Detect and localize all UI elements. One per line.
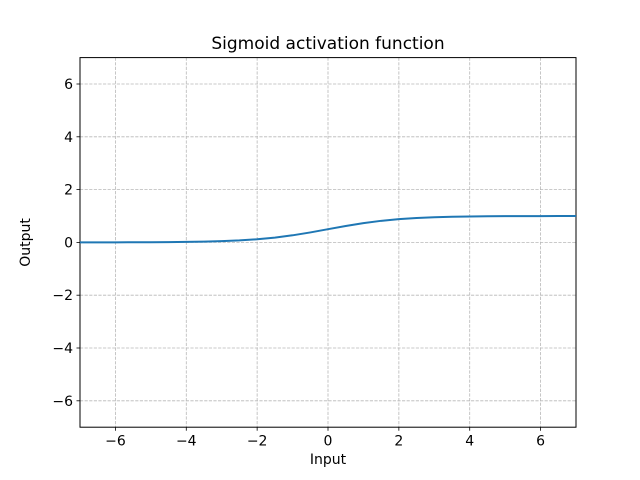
y-tick-label: −4 <box>52 341 73 357</box>
x-tick-label: 0 <box>324 434 333 450</box>
x-tick-label: −4 <box>176 434 197 450</box>
chart-title: Sigmoid activation function <box>211 34 444 54</box>
y-tick-label: 4 <box>64 130 73 146</box>
plot-border <box>79 57 577 428</box>
x-tick-label: −6 <box>105 434 126 450</box>
y-tick-label: 0 <box>64 235 73 251</box>
x-tick-label: 4 <box>465 434 474 450</box>
x-axis-label: Input <box>310 452 347 468</box>
sigmoid-curve <box>79 215 577 244</box>
y-tick-label: 6 <box>64 77 73 93</box>
y-axis-label: Output <box>18 218 34 267</box>
y-tick-label: −2 <box>52 288 73 304</box>
y-tick-label: −6 <box>52 394 73 410</box>
axis-ticks <box>76 83 541 431</box>
y-tick-label: 2 <box>64 183 73 199</box>
x-tick-label: 6 <box>536 434 545 450</box>
tick-labels: −6 −4 −2 0 2 4 6 −6 −4 −2 0 2 4 6 <box>52 77 545 450</box>
x-tick-label: 2 <box>394 434 403 450</box>
x-tick-label: −2 <box>247 434 268 450</box>
